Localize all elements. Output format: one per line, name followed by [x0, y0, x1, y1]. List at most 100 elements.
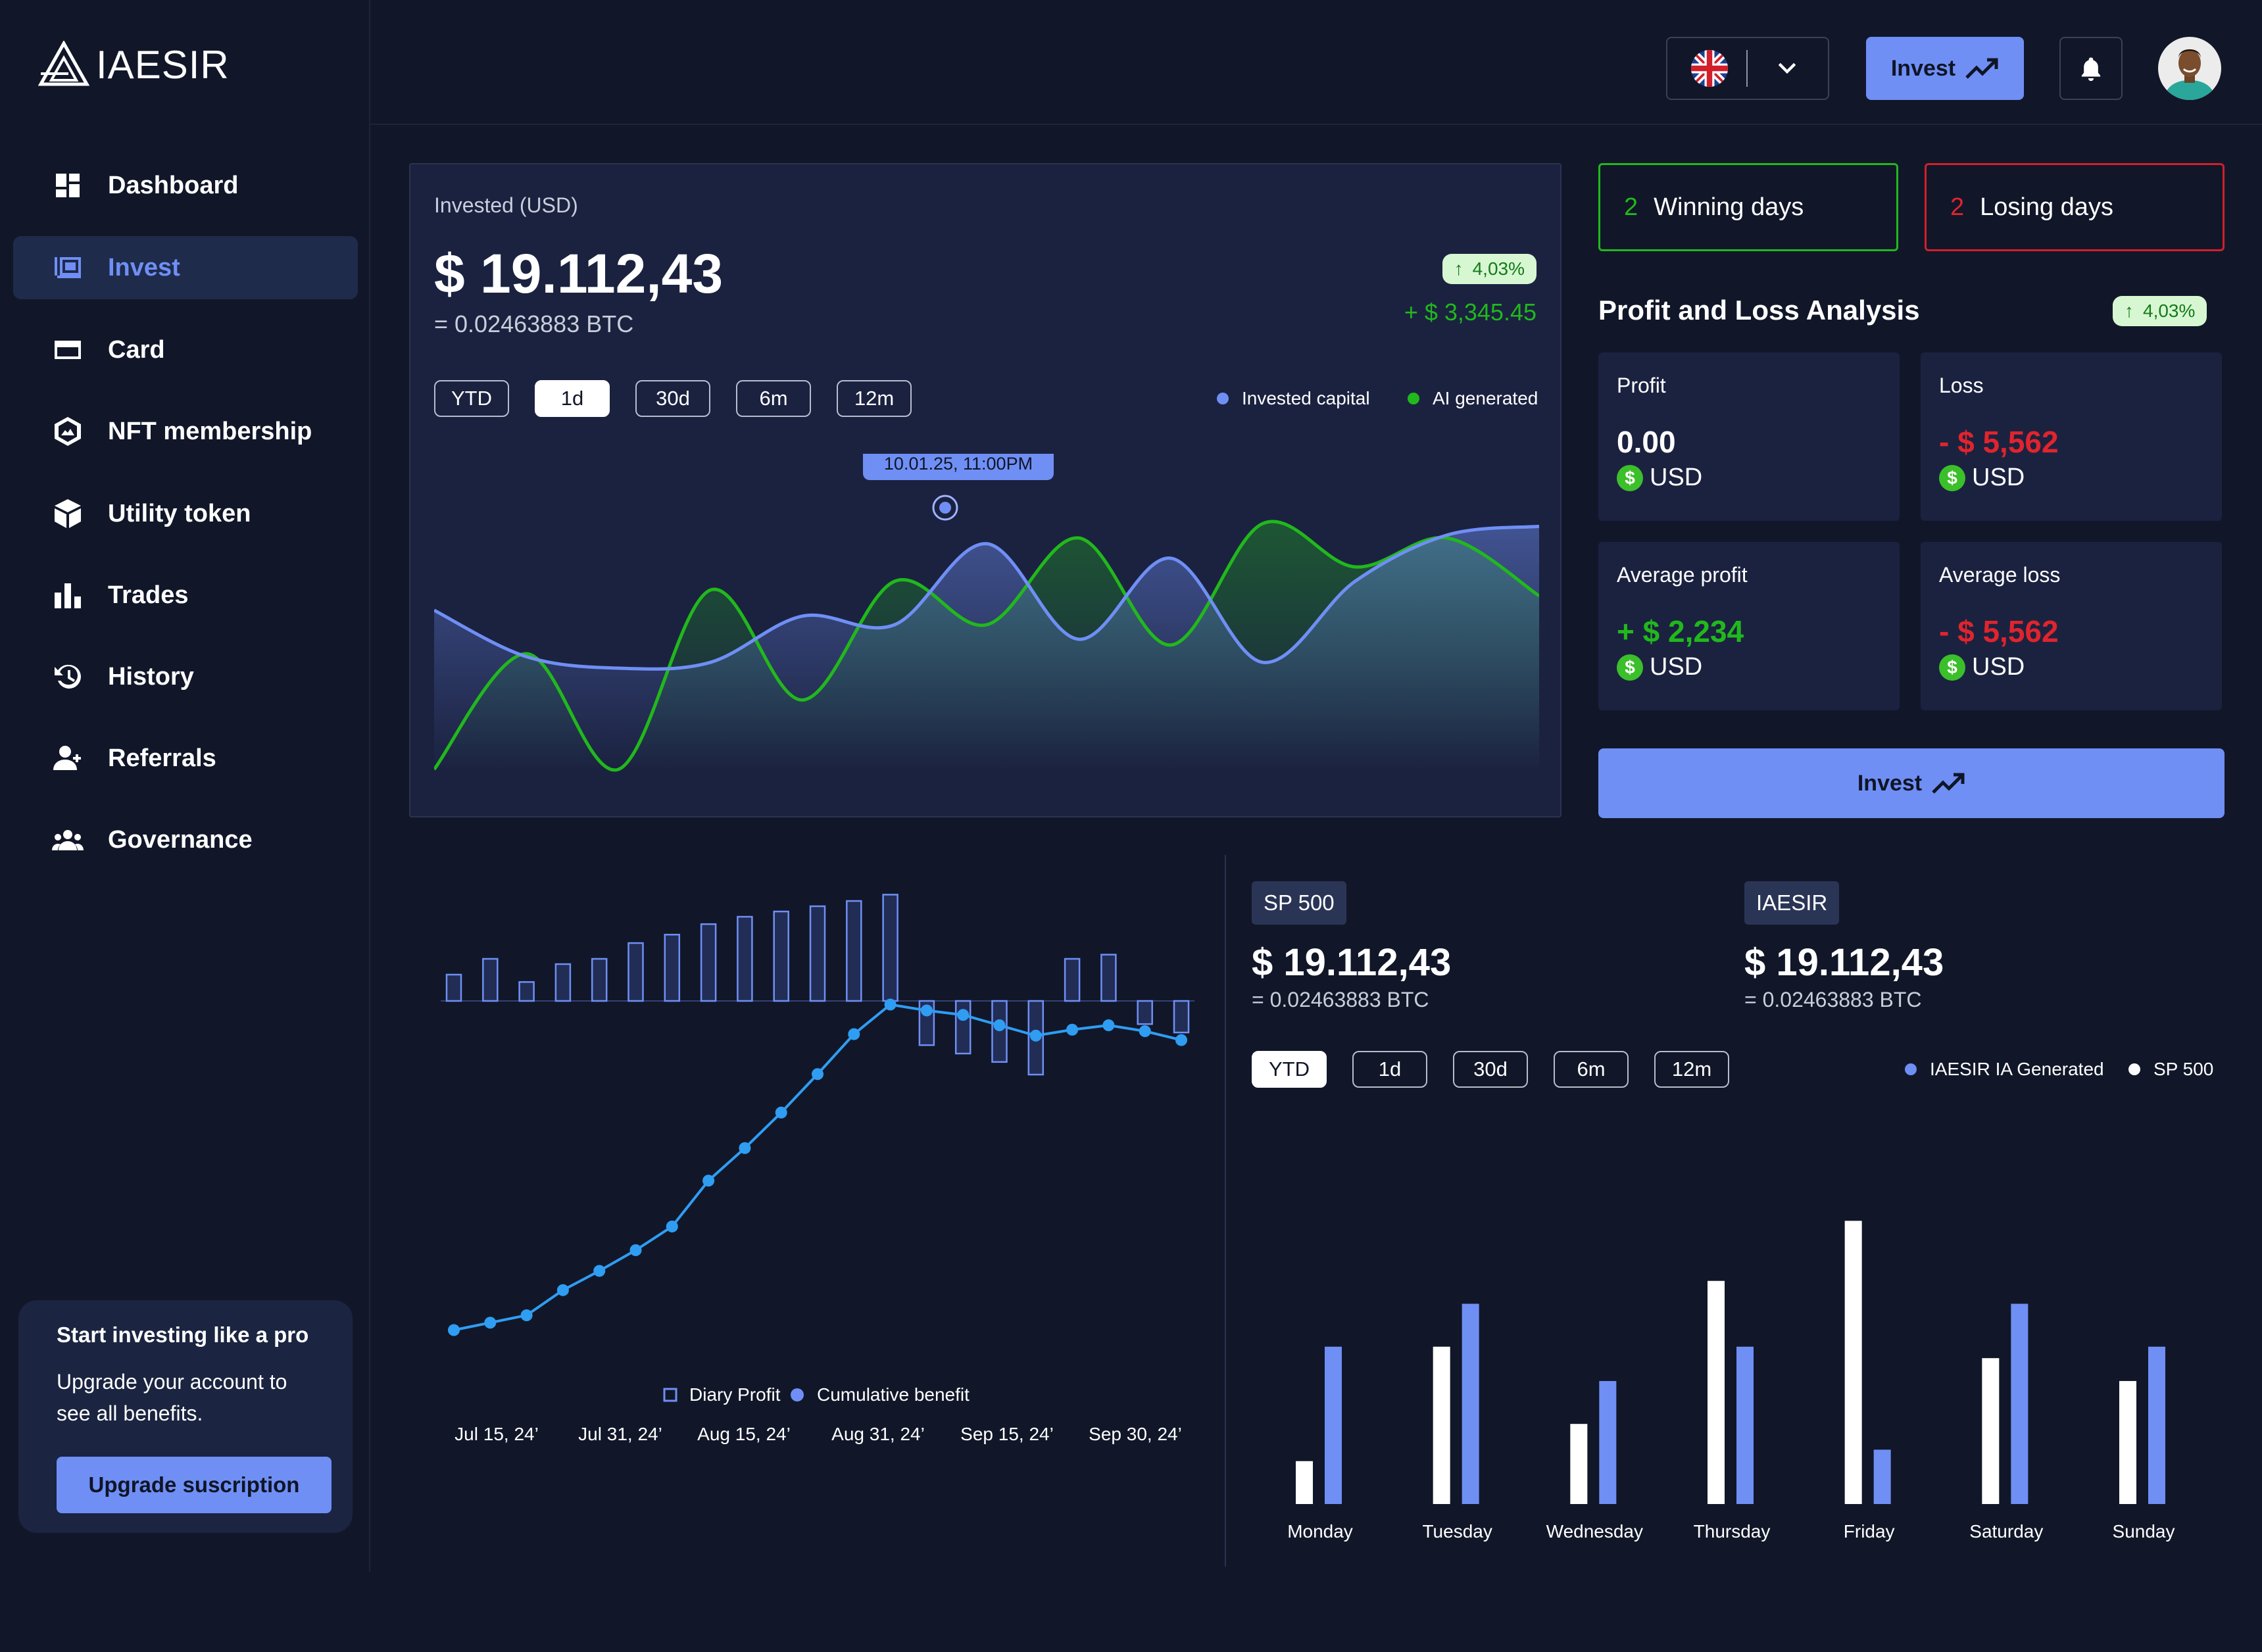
- comparison-range-6m-button[interactable]: 6m: [1554, 1051, 1629, 1088]
- range-12m-button[interactable]: 12m: [837, 380, 912, 417]
- sp500-bar[interactable]: [1982, 1358, 2000, 1504]
- cumulative-point[interactable]: [666, 1221, 678, 1232]
- sidebar-item-nft-membership[interactable]: NFT membership: [13, 400, 358, 463]
- cumulative-point[interactable]: [593, 1265, 606, 1277]
- average-loss-card: Average loss - $ 5,562 $ USD: [1921, 542, 2222, 710]
- profit-bar[interactable]: [882, 894, 898, 1002]
- sidebar-item-dashboard[interactable]: Dashboard: [13, 154, 358, 217]
- profit-bar[interactable]: [518, 981, 535, 1002]
- range-ytd-button[interactable]: YTD: [434, 380, 509, 417]
- profit-bar[interactable]: [445, 973, 462, 1002]
- iaesir-bar[interactable]: [2148, 1346, 2165, 1504]
- wallet-icon: [51, 251, 84, 284]
- profit-bar[interactable]: [554, 963, 572, 1002]
- profit-bar[interactable]: [846, 900, 862, 1002]
- sp500-bar[interactable]: [2119, 1380, 2136, 1504]
- cumulative-point[interactable]: [775, 1106, 787, 1119]
- profit-bar[interactable]: [700, 923, 717, 1002]
- profit-bar[interactable]: [809, 905, 826, 1002]
- x-tick-label: Aug 31, 24’: [831, 1424, 925, 1444]
- cumulative-point[interactable]: [884, 998, 897, 1011]
- invest-button[interactable]: Invest: [1598, 748, 2225, 818]
- cumulative-point[interactable]: [1029, 1029, 1042, 1042]
- legend-dot: [1217, 393, 1229, 404]
- iaesir-bar[interactable]: [1873, 1449, 1891, 1504]
- cumulative-point[interactable]: [993, 1019, 1006, 1031]
- cumulative-point[interactable]: [520, 1309, 533, 1321]
- cumulative-point[interactable]: [629, 1244, 642, 1256]
- invested-label: Invested (USD): [434, 193, 578, 217]
- cumulative-point[interactable]: [920, 1004, 933, 1017]
- sp500-bar[interactable]: [1570, 1424, 1588, 1504]
- dollar-coin-icon: $: [1939, 464, 1965, 491]
- cumulative-point[interactable]: [957, 1009, 970, 1021]
- profit-bar[interactable]: [664, 933, 681, 1002]
- pnl-change-pct: 4,03%: [2143, 301, 2196, 321]
- sidebar-item-history[interactable]: History: [13, 645, 358, 708]
- profit-bar[interactable]: [954, 1000, 971, 1055]
- profit-bar[interactable]: [773, 910, 789, 1002]
- pnl-title: Profit and Loss Analysis: [1598, 295, 1920, 326]
- cumulative-point[interactable]: [448, 1324, 460, 1336]
- iaesir-bar[interactable]: [1462, 1303, 1479, 1505]
- profit-bar[interactable]: [482, 958, 499, 1002]
- cumulative-point[interactable]: [739, 1142, 751, 1154]
- nft-icon: [51, 415, 84, 448]
- losing-days-count: 2: [1950, 193, 1965, 221]
- profit-bar[interactable]: [591, 958, 608, 1002]
- cumulative-point[interactable]: [1102, 1019, 1115, 1031]
- range-1d-button[interactable]: 1d: [535, 380, 610, 417]
- sidebar-item-utility-token[interactable]: Utility token: [13, 482, 358, 545]
- sidebar-item-governance[interactable]: Governance: [13, 808, 358, 871]
- range-6m-button[interactable]: 6m: [736, 380, 811, 417]
- profit-bar[interactable]: [1064, 958, 1081, 1002]
- cumulative-point[interactable]: [1139, 1025, 1151, 1037]
- cumulative-point[interactable]: [812, 1068, 824, 1081]
- notifications-button[interactable]: [2059, 37, 2123, 100]
- sidebar-item-trades[interactable]: Trades: [13, 564, 358, 627]
- promo-text: Upgrade your account to see all benefits…: [57, 1370, 287, 1425]
- sidebar-item-invest[interactable]: Invest: [13, 236, 358, 299]
- section-divider: [1225, 855, 1226, 1567]
- sidebar-item-referrals[interactable]: Referrals: [13, 727, 358, 790]
- brand-name: IAESIR: [96, 42, 230, 87]
- iaesir-bar[interactable]: [1736, 1346, 1754, 1504]
- stat-value: - $ 5,562: [1939, 425, 2059, 459]
- profit-bar[interactable]: [1173, 1000, 1190, 1034]
- header-invest-button[interactable]: Invest: [1866, 37, 2024, 100]
- sp500-bar[interactable]: [1433, 1346, 1450, 1504]
- comparison-range-12m-button[interactable]: 12m: [1654, 1051, 1729, 1088]
- cumulative-point[interactable]: [484, 1317, 497, 1329]
- legend-dot: [2128, 1063, 2140, 1075]
- stat-value: + $ 2,234: [1617, 614, 1744, 648]
- cumulative-point[interactable]: [556, 1284, 569, 1296]
- cumulative-point[interactable]: [702, 1175, 715, 1187]
- comparison-range-1d-button[interactable]: 1d: [1352, 1051, 1427, 1088]
- cumulative-point[interactable]: [1066, 1023, 1079, 1036]
- profit-bar[interactable]: [1100, 954, 1117, 1002]
- cumulative-point[interactable]: [1175, 1034, 1187, 1046]
- comparison-range-30d-button[interactable]: 30d: [1453, 1051, 1528, 1088]
- upgrade-subscription-button[interactable]: Upgrade suscription: [57, 1457, 332, 1513]
- sidebar: IAESIR Dashboard Invest Card NFT members…: [0, 0, 370, 1572]
- iaesir-bar[interactable]: [1325, 1346, 1342, 1504]
- trending-up-icon: [1932, 773, 1965, 794]
- profit-bar[interactable]: [737, 915, 753, 1002]
- profit-bar[interactable]: [1137, 1000, 1153, 1025]
- sidebar-item-card[interactable]: Card: [13, 318, 358, 381]
- sidebar-item-label: Trades: [108, 581, 189, 609]
- range-30d-button[interactable]: 30d: [635, 380, 710, 417]
- comparison-range-ytd-button[interactable]: YTD: [1252, 1051, 1327, 1088]
- profit-bar[interactable]: [991, 1000, 1008, 1063]
- cumulative-point[interactable]: [848, 1028, 860, 1040]
- sp500-bar[interactable]: [1844, 1221, 1862, 1504]
- hover-marker[interactable]: [932, 495, 958, 521]
- user-avatar[interactable]: [2158, 37, 2221, 100]
- brand-logo[interactable]: IAESIR: [38, 41, 230, 88]
- profit-bar[interactable]: [627, 942, 644, 1002]
- sp500-bar[interactable]: [1708, 1280, 1725, 1504]
- iaesir-bar[interactable]: [2011, 1303, 2028, 1505]
- language-selector[interactable]: [1666, 37, 1829, 100]
- sp500-bar[interactable]: [1296, 1461, 1313, 1504]
- iaesir-bar[interactable]: [1599, 1380, 1617, 1504]
